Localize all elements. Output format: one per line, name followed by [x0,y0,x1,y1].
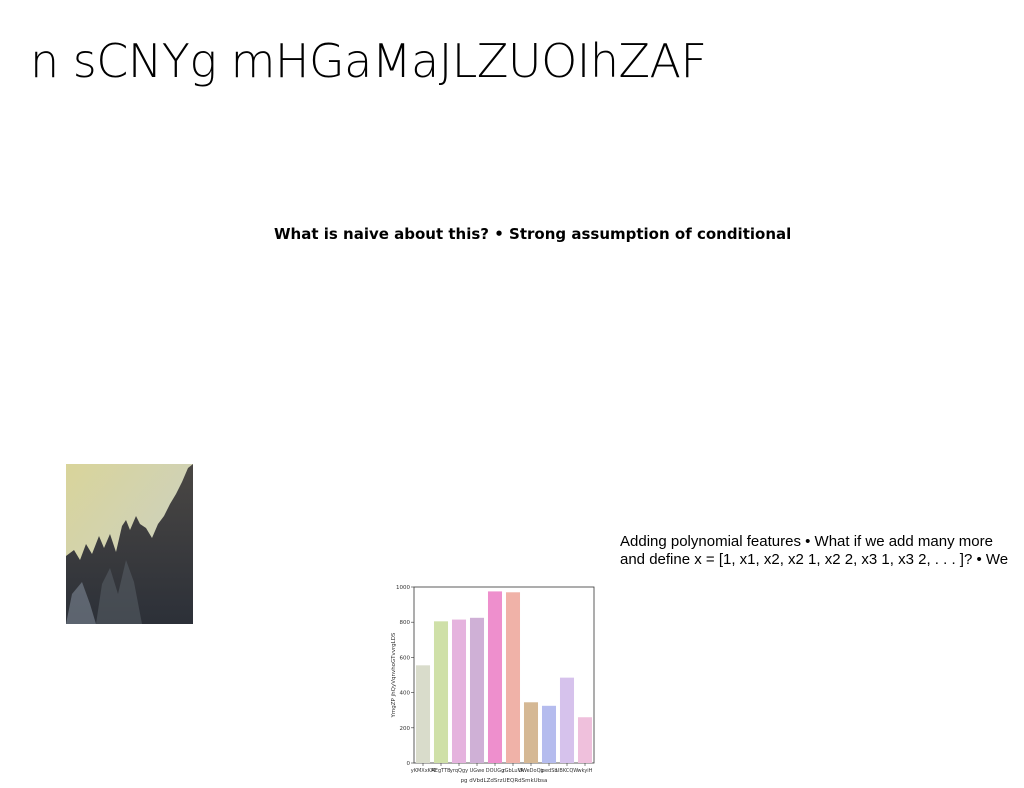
mountain-photo [66,464,193,624]
x-tick-label: AEgTTB [431,768,451,774]
x-tick-label: zGbLuVk [502,768,524,774]
y-axis-label: YmgZP jhQyVqnvhoGTvvrgLDS [391,632,397,718]
bar [487,591,503,763]
bar [505,592,521,763]
bar [541,705,557,763]
x-tick-label: wkyiH [578,768,593,774]
plot-frame [413,586,595,764]
y-tick-label: 200 [400,726,411,732]
x-tick-label: UBKCQW [556,768,579,774]
paragraph-line-1: Adding polynomial features • What if we … [620,533,993,550]
x-axis-label: pg dVbdLZdSrzUEQRdSmkUbsa [461,778,548,784]
bar [433,621,449,763]
paragraph-line-2: and define x = [1, x1, x2, x2 1, x2 2, x… [620,551,1009,568]
y-tick-label: 600 [400,655,411,661]
mountain-landscape-image [66,464,193,624]
x-tick-label: ipedSb [540,768,557,774]
bar [451,619,467,763]
bar-chart: 0 200 400 600 800 1000 yKMXxKM AEgTTB yrqQgy UGwe… [386,584,600,788]
bar [469,617,485,763]
bar [415,665,431,763]
y-tick-label: 1000 [396,585,410,591]
polynomial-features-text: Adding polynomial features • What if we … [620,533,1024,569]
slide-title: n sCNYg mHGaMaJLZUOIhZAF [30,34,707,88]
x-tick-label: DOUGg [486,768,505,774]
y-tick-label: 800 [400,620,411,626]
x-tick-label: yKMXxKM [411,768,436,774]
y-tick-label: 400 [400,691,411,697]
x-tick-label: UGwe [470,768,485,774]
x-tick-label: yrqQgy [450,768,468,774]
bar [523,702,539,763]
bar [577,717,593,763]
slide-subtitle: What is naive about this? • Strong assum… [274,225,792,243]
y-tick-label: 0 [407,761,411,767]
bar [559,677,575,763]
x-tick-label: UWeDoQp [518,768,543,774]
